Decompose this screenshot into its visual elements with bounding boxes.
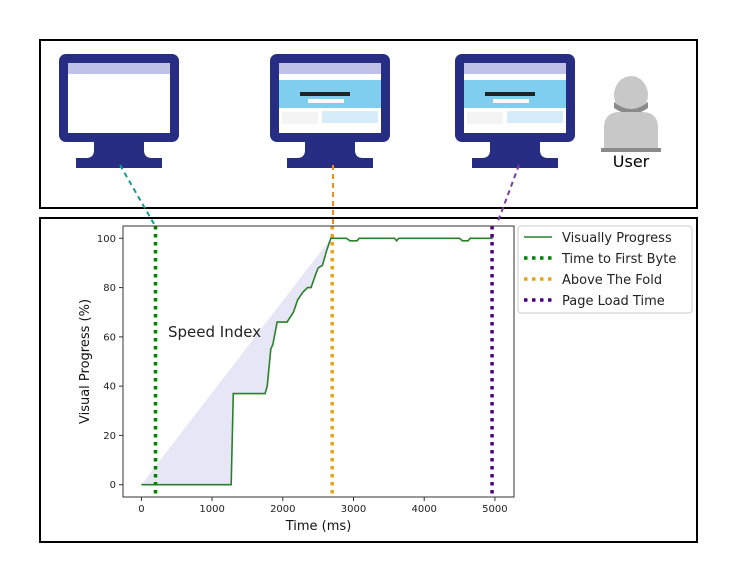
x-tick-label: 5000: [482, 504, 507, 515]
screen-browser-header: [68, 63, 170, 74]
y-tick-label: 0: [110, 480, 116, 491]
monitor-screen: [68, 63, 170, 133]
x-tick-label: 2000: [270, 504, 295, 515]
illustration-panel: [39, 39, 698, 209]
user-label: User: [613, 152, 650, 171]
chart-panel: [39, 217, 698, 543]
x-tick-label: 3000: [341, 504, 366, 515]
screen-panel: [507, 111, 563, 123]
legend-label: Time to First Byte: [561, 252, 676, 267]
x-tick-label: 4000: [411, 504, 436, 515]
screen-title: [300, 92, 350, 96]
y-tick-label: 40: [103, 382, 116, 393]
screen-search: [493, 99, 529, 103]
legend-box: [517, 225, 693, 314]
monitor-icon-1: [59, 54, 179, 168]
series-line-visually-progress: [141, 237, 493, 486]
speed-index-label: Speed Index: [168, 323, 261, 341]
y-axis-label: Visual Progress (%): [78, 299, 93, 424]
x-tick-label: 0: [138, 504, 144, 515]
y-tick-label: 100: [97, 234, 116, 245]
connector-line-1: [119, 164, 155, 225]
screen-search: [308, 99, 344, 103]
plot-frame: [122, 225, 515, 498]
legend-label: Above The Fold: [562, 273, 662, 288]
monitor-icon-2: [270, 54, 390, 168]
y-tick-label: 60: [103, 332, 116, 343]
y-tick-label: 20: [103, 431, 116, 442]
speed-index-area: [141, 238, 331, 485]
screen-panel: [322, 111, 378, 123]
screen-title: [485, 92, 535, 96]
x-tick-label: 1000: [199, 504, 224, 515]
screen-browser-header: [279, 63, 381, 74]
y-tick-label: 80: [103, 283, 116, 294]
x-axis-label: Time (ms): [285, 519, 352, 534]
monitor-icon-3: [455, 54, 575, 168]
legend-label: Visually Progress: [562, 231, 672, 246]
screen-card: [467, 112, 503, 124]
screen-card: [282, 112, 318, 124]
user-icon: [601, 76, 661, 152]
connector-line-3: [496, 164, 520, 225]
legend-label: Page Load Time: [562, 294, 665, 309]
screen-browser-header: [464, 63, 566, 74]
